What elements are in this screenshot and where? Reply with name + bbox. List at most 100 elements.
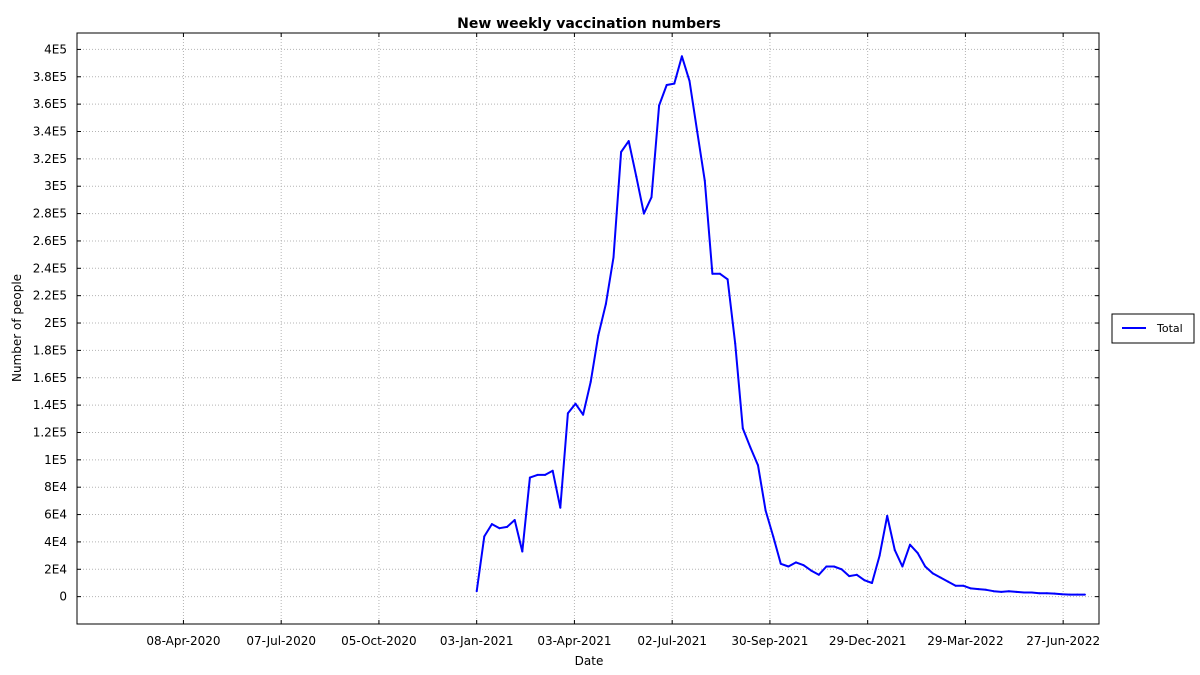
x-tick-label: 29-Dec-2021 [829,634,907,648]
data-point [483,535,486,538]
data-point [916,551,919,554]
data-point [893,549,896,552]
data-point [764,509,767,512]
data-point [490,523,493,526]
data-point [741,427,744,430]
x-tick-label: 27-Jun-2022 [1026,634,1100,648]
data-point [924,565,927,568]
data-point [825,565,828,568]
data-point [711,272,714,275]
x-tick-label: 07-Jul-2020 [246,634,316,648]
x-tick-label: 08-Apr-2020 [146,634,220,648]
data-point [962,584,965,587]
data-point [1083,593,1086,596]
y-tick-label: 6E4 [44,508,67,522]
x-tick-label: 29-Mar-2022 [927,634,1003,648]
data-point [475,590,478,593]
grid-lines [77,33,1099,624]
data-point [833,565,835,568]
data-point [696,130,699,133]
data-point [977,588,980,591]
y-tick-label: 3.6E5 [33,97,67,111]
data-point [597,334,600,337]
data-point [589,380,592,383]
data-point [703,179,706,182]
y-tick-label: 3E5 [44,179,67,193]
data-point [1000,590,1003,593]
data-point [582,413,585,416]
y-tick-label: 1E5 [44,453,67,467]
data-point [795,561,797,564]
data-point [878,554,881,557]
y-tick-label: 2.6E5 [33,234,67,248]
data-point [536,473,539,476]
x-tick-label: 05-Oct-2020 [341,634,417,648]
y-axis-label: Number of people [10,274,24,382]
data-point [749,446,752,449]
data-point [969,587,972,590]
data-point [688,79,691,82]
data-point [1038,592,1041,595]
data-point [627,140,630,143]
data-point [1076,593,1079,596]
y-tick-label: 2E5 [44,316,67,330]
y-tick-label: 4E4 [44,535,67,549]
data-point [1053,592,1056,595]
data-point [901,565,904,568]
data-point [848,575,851,578]
y-tick-label: 3.8E5 [33,70,67,84]
data-point [498,527,501,530]
data-point [544,473,547,476]
x-axis-label: Date [575,654,604,668]
data-point [947,580,949,583]
x-tick-label: 03-Jan-2021 [440,634,514,648]
data-point [757,464,759,467]
data-point [802,564,805,567]
data-point [658,104,661,107]
data-point [1068,593,1071,596]
data-point [772,535,775,538]
data-point [1007,590,1010,593]
data-point [734,342,737,345]
y-tick-label: 3.2E5 [33,152,67,166]
plot-frame [76,32,1100,625]
data-point [985,588,987,591]
data-point [954,584,957,587]
y-tick-label: 1.4E5 [33,398,67,412]
data-point [642,212,645,215]
data-point [886,514,889,517]
data-point [931,572,934,575]
data-point [521,550,524,553]
data-point [1045,592,1048,595]
data-point [612,256,615,259]
y-tick-label: 1.2E5 [33,425,67,439]
data-point [817,573,820,576]
x-tick-label: 03-Apr-2021 [537,634,611,648]
data-point [909,543,911,546]
data-point [787,565,790,568]
legend: Total [1111,313,1195,344]
y-tick-label: 3.4E5 [33,125,67,139]
data-point [1030,591,1033,594]
legend-label: Total [1156,322,1183,335]
data-point [863,579,866,582]
y-tick-label: 8E4 [44,480,67,494]
data-point [650,196,653,199]
data-point [635,175,638,178]
data-point [992,590,995,593]
y-axis-ticks: 0 2E4 4E4 6E4 8E4 1E5 1.2E5 1.4E5 1.6E5 1.8E5 2E5 2… [33,42,1099,604]
data-point [855,573,858,576]
data-point [559,506,562,509]
x-tick-label: 30-Sep-2021 [731,634,808,648]
data-point [680,55,683,58]
y-tick-label: 1.8E5 [33,343,67,357]
data-point [620,151,623,153]
data-point [871,582,873,584]
data-point [528,476,531,479]
y-tick-label: 1.6E5 [33,371,67,385]
data-point [1015,590,1018,593]
data-point [726,278,729,281]
data-point [1061,593,1064,596]
series-group [475,55,1086,596]
